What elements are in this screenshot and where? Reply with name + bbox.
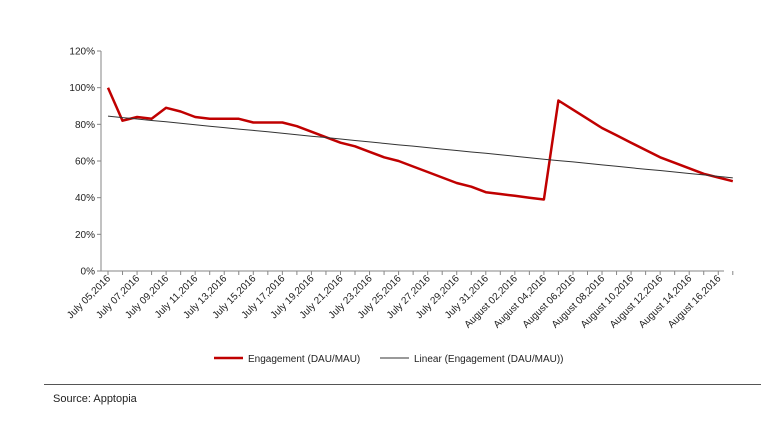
- footer-divider: [44, 384, 761, 385]
- y-tick-label: 0%: [81, 267, 96, 278]
- legend-label-engagement: Engagement (DAU/MAU): [248, 354, 360, 365]
- series-layer: [106, 87, 734, 201]
- series-line-linear-trend: [107, 115, 733, 179]
- y-tick-label: 20%: [75, 230, 95, 241]
- y-tick-label: 120%: [69, 47, 95, 58]
- y-tick-label: 80%: [75, 120, 95, 131]
- legend: Engagement (DAU/MAU) Linear (Engagement …: [214, 354, 564, 365]
- source-note: Source: Apptopia: [53, 393, 137, 405]
- legend-label-linear: Linear (Engagement (DAU/MAU)): [414, 354, 564, 365]
- x-tick-label: August 16,2016: [666, 273, 724, 331]
- chart-axes: [97, 50, 734, 275]
- series-line-engagement: [106, 87, 734, 201]
- y-tick-label: 100%: [69, 83, 95, 94]
- y-tick-labels: 0% 20% 40% 60% 80% 100% 120%: [69, 47, 95, 278]
- y-tick-label: 60%: [75, 157, 95, 168]
- y-tick-label: 40%: [75, 193, 95, 204]
